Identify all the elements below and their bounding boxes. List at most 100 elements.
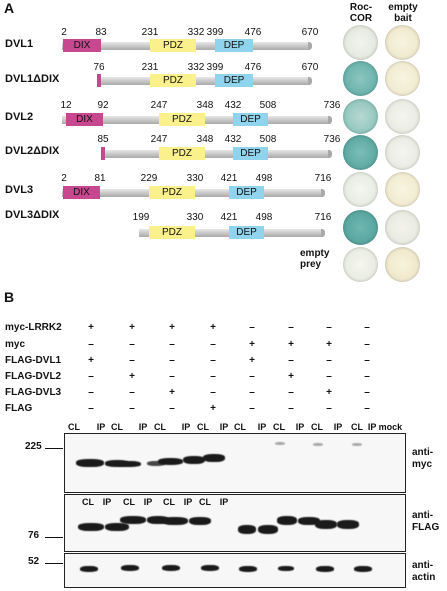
blot-band (158, 458, 183, 465)
y2h-spot (385, 172, 420, 207)
construct-name-dvl3-delta-dix: DVL3ΔDIX (5, 209, 60, 221)
treatment-mark: – (288, 387, 294, 398)
blot-band (313, 443, 323, 446)
dep-domain: DEP (229, 186, 264, 199)
blot-band (316, 566, 334, 572)
residue-number: 736 (323, 100, 341, 111)
blot-band (183, 456, 205, 464)
treatment-mark: – (364, 387, 370, 398)
row-label-flag-dvl1: FLAG-DVL1 (5, 355, 62, 366)
protein-backbone (101, 150, 332, 158)
blot-band (277, 516, 297, 525)
antibody-label-flag: anti- FLAG (412, 510, 440, 533)
residue-number: 332 (187, 62, 205, 73)
treatment-mark: – (288, 355, 294, 366)
lane-label: CL (82, 497, 94, 507)
residue-number: 330 (186, 173, 204, 184)
treatment-mark: + (129, 371, 135, 382)
western-blot-flag (64, 494, 406, 552)
y2h-spot (343, 172, 378, 207)
treatment-mark: – (364, 339, 370, 350)
treatment-mark: + (88, 355, 94, 366)
residue-number: 498 (255, 173, 273, 184)
lane-label: IP (183, 497, 193, 507)
treatment-mark: – (169, 355, 175, 366)
lane-label: IP (219, 422, 229, 432)
treatment-mark: – (169, 371, 175, 382)
col-header-roc-cor: Roc- COR (349, 2, 373, 24)
lane-label: CL (199, 497, 211, 507)
blot-band (121, 565, 139, 571)
mw-tick (45, 537, 63, 538)
y2h-spot (385, 61, 420, 96)
treatment-mark: + (326, 387, 332, 398)
lane-label: IP (143, 497, 153, 507)
blot-band (258, 525, 278, 534)
blot-band (120, 516, 146, 524)
y2h-spot (343, 210, 378, 245)
panel-b-label: B (4, 289, 15, 305)
blot-band (78, 523, 104, 531)
lane-label: IP (257, 422, 267, 432)
blot-band (203, 454, 225, 462)
pdz-domain: PDZ (149, 186, 195, 199)
blot-band (189, 517, 211, 525)
mw-tick (45, 563, 63, 564)
treatment-mark: + (169, 322, 175, 333)
construct-name-dvl1-delta-dix: DVL1ΔDIX (5, 73, 60, 85)
mw-marker-225: 225 (25, 441, 42, 452)
residue-number: 508 (259, 100, 277, 111)
mw-marker-52: 52 (28, 556, 40, 567)
treatment-mark: + (288, 339, 294, 350)
antibody-label-myc: anti- myc (412, 447, 434, 470)
dix-domain: DIX (63, 39, 101, 52)
residue-number: 81 (94, 173, 106, 184)
treatment-mark: + (88, 322, 94, 333)
residue-number: 12 (60, 100, 72, 111)
residue-number: 670 (301, 27, 319, 38)
treatment-mark: – (88, 371, 94, 382)
treatment-mark: + (129, 322, 135, 333)
lane-label: IP mock (367, 422, 403, 432)
blot-band (147, 516, 169, 524)
treatment-mark: – (249, 403, 255, 414)
residue-number: 2 (61, 27, 67, 38)
antibody-label-actin: anti- actin (412, 560, 436, 583)
dix-remnant (101, 147, 105, 160)
treatment-mark: – (249, 387, 255, 398)
treatment-mark: – (88, 403, 94, 414)
blot-band (239, 566, 257, 572)
y2h-spot (385, 247, 420, 282)
blot-band (352, 443, 362, 446)
blot-band (162, 517, 188, 525)
y2h-spot (343, 25, 378, 60)
treatment-mark: – (129, 403, 135, 414)
treatment-mark: – (364, 403, 370, 414)
residue-number: 247 (150, 100, 168, 111)
lane-label: CL (111, 422, 123, 432)
y2h-spot (385, 135, 420, 170)
treatment-mark: + (249, 339, 255, 350)
row-label-myc: myc (5, 339, 26, 350)
residue-number: 348 (196, 134, 214, 145)
residue-number: 476 (244, 62, 262, 73)
lane-label: IP (295, 422, 305, 432)
y2h-spot (385, 25, 420, 60)
treatment-mark: + (210, 403, 216, 414)
treatment-mark: – (326, 355, 332, 366)
residue-number: 421 (220, 212, 238, 223)
y2h-spot (343, 247, 378, 282)
treatment-mark: + (169, 387, 175, 398)
blot-band (147, 461, 165, 466)
pdz-domain: PDZ (150, 74, 196, 87)
residue-number: 476 (244, 27, 262, 38)
row-label-myc-lrrk2: myc-LRRK2 (5, 322, 62, 333)
residue-number: 332 (187, 27, 205, 38)
treatment-mark: + (288, 371, 294, 382)
treatment-mark: – (129, 387, 135, 398)
lane-label: CL (123, 497, 135, 507)
western-blot-myc-area (64, 433, 406, 493)
treatment-mark: – (364, 322, 370, 333)
pdz-domain: PDZ (159, 147, 205, 160)
y2h-spot (385, 99, 420, 134)
